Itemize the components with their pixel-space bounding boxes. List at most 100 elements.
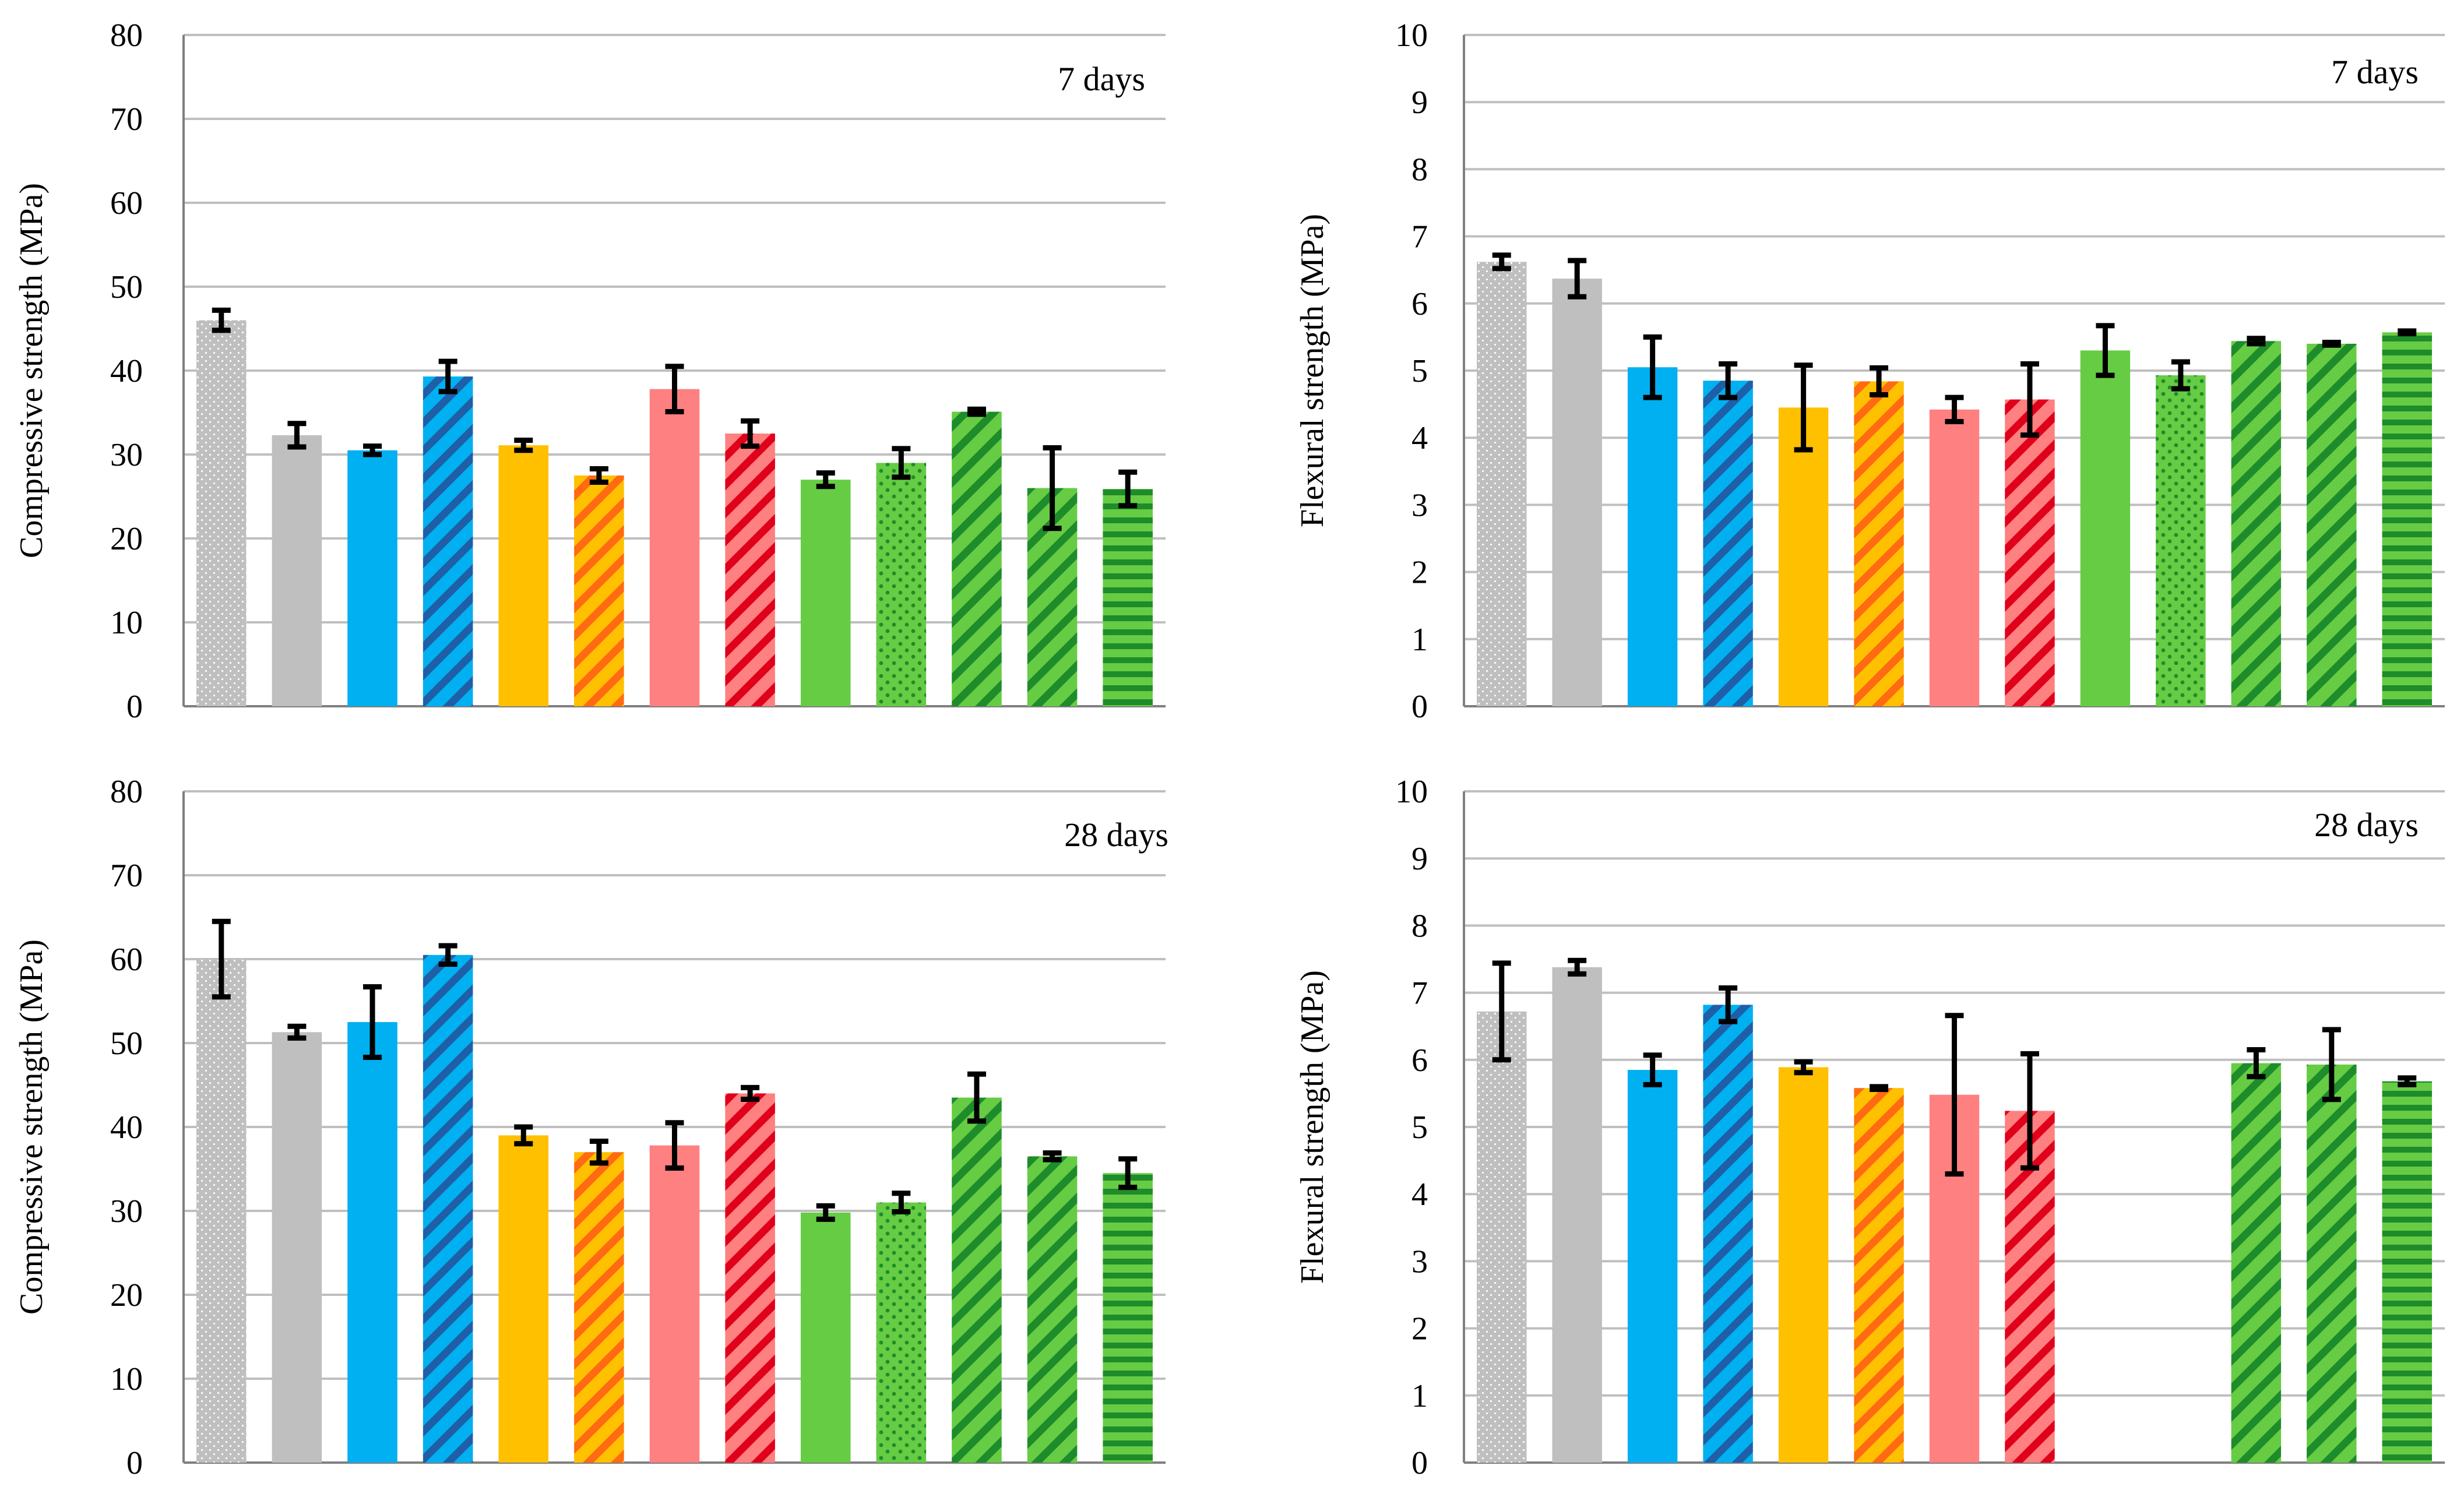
y-tick-label: 0: [126, 1445, 143, 1481]
error-bar-5: [514, 1124, 533, 1147]
y-tick-label: 80: [110, 17, 143, 54]
error-bar-11: [967, 1071, 986, 1124]
y-tick-label: 3: [1411, 487, 1428, 523]
bar-6: [574, 475, 624, 706]
bar-11: [952, 1097, 1002, 1463]
error-bar-1: [1492, 960, 1511, 1063]
y-tick-label: 20: [110, 521, 143, 557]
bar-7: [1929, 409, 1980, 706]
error-bar-10: [892, 446, 911, 480]
bar-5: [1778, 1067, 1829, 1463]
bar-4: [1703, 1005, 1753, 1463]
y-tick-label: 2: [1411, 1311, 1428, 1347]
bar-2: [272, 435, 322, 706]
error-bar-11: [2247, 1047, 2266, 1080]
y-tick-label: 1: [1411, 1378, 1428, 1414]
error-bar-13: [2398, 328, 2417, 337]
bar-9: [800, 1212, 851, 1463]
error-bar-2: [1568, 957, 1587, 977]
error-bar-4: [1719, 985, 1738, 1024]
y-tick-label: 40: [110, 353, 143, 389]
bar-12: [1027, 1156, 1078, 1463]
y-tick-label: 70: [110, 101, 143, 138]
bar-5: [498, 445, 549, 706]
y-tick-label: 7: [1411, 975, 1428, 1012]
panel-compressive-7d: 0 10 20 30 40 50 60 70 80 Compressive strength (M…: [13, 17, 1166, 725]
bar-6: [574, 1152, 624, 1463]
y-tick-label: 10: [1395, 17, 1428, 54]
bar-11: [2231, 1063, 2282, 1463]
panel-compressive-28d: 0 10 20 30 40 50 60 70 80 Compressive strength (M…: [13, 774, 1168, 1481]
panel-title: 28 days: [2314, 806, 2419, 844]
bar-3: [347, 450, 397, 706]
y-tick-label: 0: [1411, 1445, 1428, 1481]
y-tick-label: 10: [110, 605, 143, 641]
bar-2: [1552, 279, 1602, 706]
error-bar-3: [363, 984, 382, 1060]
bar-11: [2231, 341, 2282, 706]
y-tick-label: 10: [110, 1361, 143, 1397]
error-bar-12: [1043, 445, 1062, 531]
y-tick-label: 7: [1411, 219, 1428, 255]
error-bar-12: [2322, 1027, 2341, 1102]
y-tick-label: 80: [110, 774, 143, 810]
y-axis-label: Compressive strength (MPa): [13, 183, 50, 558]
bar-1: [1477, 262, 1527, 707]
bar-4: [423, 954, 473, 1463]
y-tick-label: 8: [1411, 152, 1428, 188]
y-tick-label: 20: [110, 1277, 143, 1313]
y-tick-label: 10: [1395, 774, 1428, 810]
bar-9: [2080, 350, 2131, 706]
bar-10: [876, 1202, 927, 1463]
error-bar-7: [1945, 394, 1964, 425]
y-tick-label: 40: [110, 1109, 143, 1146]
bar-13: [1103, 489, 1153, 706]
error-bar-6: [1870, 1084, 1889, 1092]
y-tick-label: 50: [110, 269, 143, 305]
error-bar-8: [741, 418, 760, 449]
y-tick-label: 5: [1411, 353, 1428, 389]
y-tick-label: 0: [126, 689, 143, 725]
error-bar-3: [1643, 334, 1662, 400]
error-bar-10: [892, 1190, 911, 1214]
y-tick-label: 30: [110, 1193, 143, 1230]
bar-6: [1854, 381, 1904, 706]
error-bar-6: [589, 466, 608, 485]
bar-13: [1103, 1173, 1153, 1463]
error-bar-4: [1719, 361, 1738, 400]
bar-3: [347, 1022, 397, 1463]
bar-8: [2005, 399, 2055, 706]
error-bar-1: [1492, 252, 1511, 272]
bar-10: [876, 463, 927, 706]
y-tick-label: 6: [1411, 1042, 1428, 1079]
error-bar-9: [816, 1203, 835, 1222]
error-bar-3: [363, 443, 382, 457]
error-bar-5: [514, 438, 533, 453]
y-tick-label: 0: [1411, 689, 1428, 725]
y-tick-label: 5: [1411, 1109, 1428, 1146]
y-tick-label: 70: [110, 858, 143, 894]
panel-flexural-28d: 0 1 2 3 4 5 6 7 8 9 10 Flexural strength (MPa) 28 da…: [1294, 774, 2445, 1481]
bar-1: [196, 959, 247, 1463]
error-bar-4: [438, 943, 457, 967]
bar-3: [1627, 367, 1678, 706]
bar-10: [2156, 375, 2206, 706]
error-bar-4: [438, 358, 457, 394]
bar-13: [2382, 1081, 2432, 1463]
panel-title: 7 days: [1058, 60, 1145, 98]
error-bar-9: [816, 470, 835, 489]
bar-2: [1552, 967, 1602, 1463]
error-bar-1: [212, 307, 231, 333]
bar-8: [725, 434, 775, 706]
error-bar-7: [1945, 1013, 1964, 1177]
error-bar-2: [287, 421, 307, 450]
y-axis-label: Compressive strength (MPa): [13, 939, 50, 1315]
y-tick-label: 9: [1411, 841, 1428, 877]
panel-flexural-7d: 0 1 2 3 4 5 6 7 8 9 10 Flexural strength (MPa) 7 day…: [1294, 17, 2445, 725]
error-bar-5: [1794, 362, 1813, 453]
error-bar-6: [1870, 365, 1889, 397]
bar-1: [1477, 1011, 1527, 1463]
panel-title: 28 days: [1064, 816, 1168, 854]
error-bar-11: [2247, 336, 2266, 347]
bar-7: [649, 389, 700, 706]
